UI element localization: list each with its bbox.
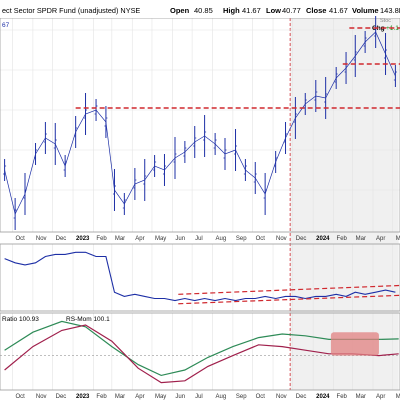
open-label: Open [170,6,190,15]
high-value: 41.67 [242,6,261,15]
x-tick-label: May [155,236,166,242]
x-tick-label-bottom: Dec [296,394,307,400]
x-tick-label: Oct [256,236,266,242]
x-tick-label: Feb [96,236,107,242]
x-tick-label-bottom: Dec [56,394,67,400]
price-x-axis: Oct Nov Dec 2023 Feb Mar Apr May Jun Jul Aug Sep Oct… [16,236,400,242]
price-series [3,16,397,230]
shaded-range [290,18,399,390]
chart-title: ect Sector SPDR Fund (unadjusted) NYSE [2,6,140,15]
x-tick-label-bottom: Jun [175,394,185,400]
x-tick-label: 2023 [76,236,90,242]
legend-rsmom: RS-Mom 100.1 [66,316,110,323]
x-tick-label: Sep [236,236,247,242]
x-tick-label: 2024 [316,236,330,242]
x-tick-label-bottom: Apr [135,394,144,400]
x-tick-label-bottom: Nov [276,394,287,400]
x-tick-label-bottom: Sep [236,394,247,400]
rrg-highlight-box [330,332,379,356]
volume-label: Volume [352,6,379,15]
x-tick-label: Nov [276,236,287,242]
x-tick-label-bottom: Mar [356,394,366,400]
rs-line-series [4,251,400,305]
legend-ratio: Ratio 100.93 [2,316,39,323]
open-value: 40.85 [194,6,213,15]
x-tick-label-bottom: Oct [16,394,26,400]
price-line [4,31,396,216]
x-tick-label-bottom: 2023 [76,394,90,400]
rs-line [4,251,396,302]
x-tick-label: Feb [337,236,348,242]
low-label: Low [266,6,281,15]
x-tick-label-bottom: Feb [96,394,107,400]
x-tick-label: Nov [36,236,47,242]
x-tick-label-bottom: 2024 [316,394,330,400]
x-tick-label-bottom: Jul [195,394,203,400]
x-tick-label-bottom: Aug [216,394,227,400]
x-tick-label-bottom: Nov [36,394,47,400]
shaded-region [289,18,399,390]
high-label: High [223,6,240,15]
x-tick-label: Jun [175,236,185,242]
channel-upper [178,284,400,295]
rrg-panel-frame [0,312,400,391]
x-tick-label: Ma [396,236,400,242]
x-tick-label-bottom: May [155,394,166,400]
x-tick-label-bottom: Mar [115,394,125,400]
x-tick-label: Dec [296,236,307,242]
resistance-levels [75,27,400,109]
rs-line-panel-frame [0,243,400,312]
x-tick-label: Oct [16,236,26,242]
close-value: 41.67 [329,6,348,15]
x-tick-label: Mar [115,236,125,242]
x-tick-label-bottom: Ma [396,394,400,400]
x-tick-label-bottom: Oct [256,394,266,400]
low-value: 40.77 [282,6,301,15]
volume-value: 143.8M [380,6,400,15]
x-tick-label: Apr [135,236,144,242]
close-label: Close [306,6,326,15]
x-tick-label-bottom: Apr [376,394,385,400]
watermark: Stoc [380,18,391,24]
channel-lower [178,294,400,305]
price-axis-label: 67 [2,22,10,29]
bottom-x-axis: Oct Nov Dec 2023 Feb Mar Apr May Jun Jul Aug Sep Oct… [16,394,400,400]
x-tick-label: Mar [356,236,366,242]
x-tick-label: Apr [376,236,385,242]
header-bar [0,0,400,18]
rrg-legend: Ratio 100.93 RS-Mom 100.1 [2,316,110,323]
x-tick-label: Dec [56,236,67,242]
x-tick-label: Aug [216,236,227,242]
x-tick-label-bottom: Feb [337,394,348,400]
rrg-series [0,320,400,384]
x-tick-label: Jul [195,236,203,242]
